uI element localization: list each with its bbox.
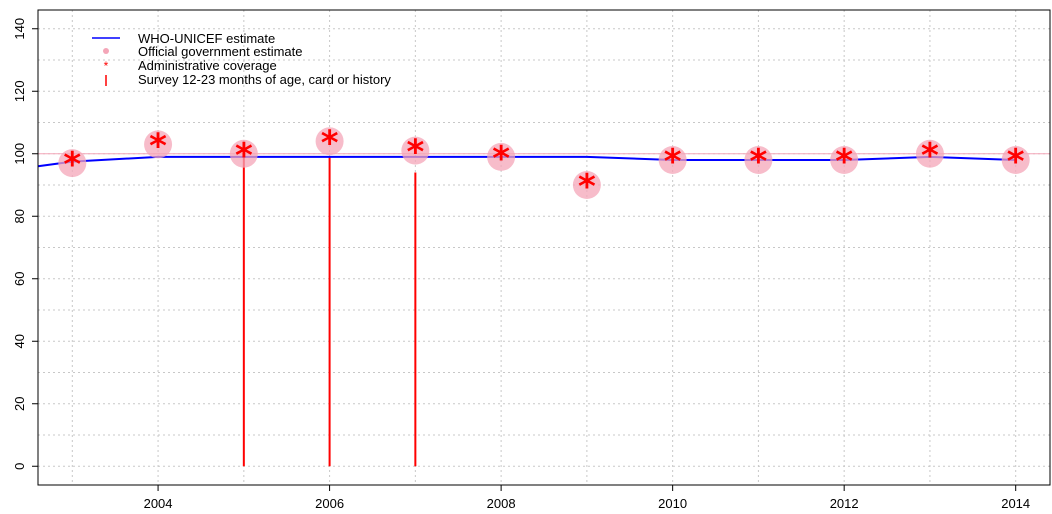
administrative-point: * bbox=[149, 126, 167, 166]
official-point bbox=[1001, 146, 1030, 174]
administrative-point: * bbox=[63, 145, 81, 185]
administrative-point: * bbox=[921, 136, 939, 176]
official-point bbox=[315, 127, 344, 156]
y-tick-label: 40 bbox=[12, 334, 27, 348]
official-point bbox=[572, 171, 601, 199]
legend-swatch-administrative: * bbox=[104, 59, 109, 73]
administrative-point: * bbox=[835, 142, 853, 182]
legend: WHO-UNICEF estimate Official government … bbox=[92, 31, 391, 87]
y-tick-label: 80 bbox=[12, 209, 27, 223]
legend-swatch-official bbox=[103, 48, 109, 54]
y-tick-label: 60 bbox=[12, 272, 27, 286]
x-tick-label: 2010 bbox=[658, 496, 687, 511]
legend-label-survey: Survey 12-23 months of age, card or hist… bbox=[138, 72, 391, 87]
administrative-points: * * * * * * * * * * * * bbox=[63, 123, 1024, 207]
official-point bbox=[229, 139, 258, 168]
administrative-point: * bbox=[406, 133, 424, 173]
administrative-point: * bbox=[321, 123, 339, 163]
official-point bbox=[830, 146, 859, 174]
y-tick-label: 20 bbox=[12, 397, 27, 411]
y-tick-label: 140 bbox=[12, 18, 27, 40]
official-point bbox=[915, 139, 944, 168]
administrative-point: * bbox=[235, 136, 253, 176]
official-point bbox=[58, 149, 87, 178]
x-tick-label: 2004 bbox=[144, 496, 173, 511]
official-points bbox=[58, 127, 1030, 199]
administrative-point: * bbox=[1007, 142, 1025, 182]
y-tick-label: 0 bbox=[12, 463, 27, 470]
y-tick-label: 120 bbox=[12, 80, 27, 102]
administrative-point: * bbox=[750, 142, 768, 182]
legend-label-who-unicef: WHO-UNICEF estimate bbox=[138, 31, 275, 46]
x-tick-label: 2012 bbox=[830, 496, 859, 511]
official-point bbox=[487, 142, 516, 171]
official-point bbox=[658, 146, 687, 174]
y-tick-label: 100 bbox=[12, 143, 27, 165]
survey-lines bbox=[242, 156, 417, 467]
x-tick-label: 2006 bbox=[315, 496, 344, 511]
x-tick-label: 2008 bbox=[487, 496, 516, 511]
legend-label-official: Official government estimate bbox=[138, 44, 303, 59]
official-point bbox=[401, 136, 430, 165]
plot-frame bbox=[37, 9, 1051, 486]
axes: 2004 2006 2008 2010 2012 2014 0 20 40 60 80 100 120 1… bbox=[12, 18, 1030, 511]
administrative-point: * bbox=[578, 167, 596, 207]
administrative-point: * bbox=[664, 142, 682, 182]
legend-label-administrative: Administrative coverage bbox=[138, 58, 277, 73]
administrative-point: * bbox=[492, 139, 510, 179]
official-point bbox=[144, 130, 173, 159]
official-point bbox=[744, 146, 773, 174]
x-tick-label: 2014 bbox=[1001, 496, 1030, 511]
